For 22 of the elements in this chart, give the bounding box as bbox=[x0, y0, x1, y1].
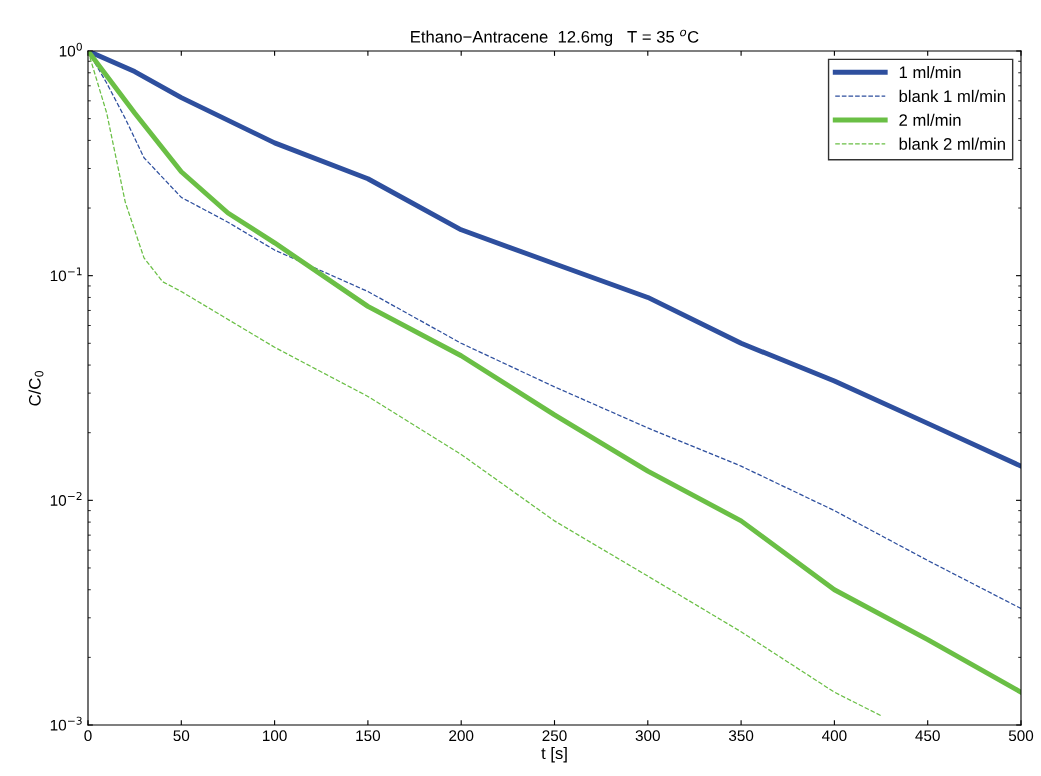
x-tick-label: 300 bbox=[635, 730, 660, 742]
x-tick-label: 0 bbox=[84, 730, 92, 742]
y-tick-label: 10$^{−3}$ bbox=[50, 716, 82, 731]
x-tick-label: 200 bbox=[449, 730, 474, 742]
x-tick-label: 450 bbox=[915, 730, 940, 742]
y-tick-label: 10$^{−1}$ bbox=[50, 267, 82, 282]
y-tick-label: 10$^{−2}$ bbox=[50, 491, 82, 506]
legend-label: blank 1 ml/min bbox=[899, 89, 1005, 103]
legend-label: 2 ml/min bbox=[899, 113, 961, 126]
chart-title: Ethano−Antracene 12.6mg T = 35 $^{o}$C bbox=[411, 29, 699, 47]
y-tick-label: 10$^{0}$ bbox=[59, 42, 82, 57]
y-axis-title: C/C$_{0}$ bbox=[28, 370, 44, 406]
x-tick-label: 50 bbox=[173, 730, 190, 742]
x-tick-label: 250 bbox=[542, 730, 567, 742]
x-tick-label: 400 bbox=[822, 730, 847, 742]
legend-label: 1 ml/min bbox=[899, 66, 961, 79]
x-tick-label: 350 bbox=[728, 730, 754, 742]
x-tick-label: 100 bbox=[263, 730, 287, 742]
legend-label: blank 2 ml/min bbox=[899, 137, 1005, 150]
x-tick-label: 500 bbox=[1008, 730, 1034, 742]
x-axis-title: t [s] bbox=[541, 746, 567, 763]
x-tick-label: 150 bbox=[356, 730, 381, 742]
